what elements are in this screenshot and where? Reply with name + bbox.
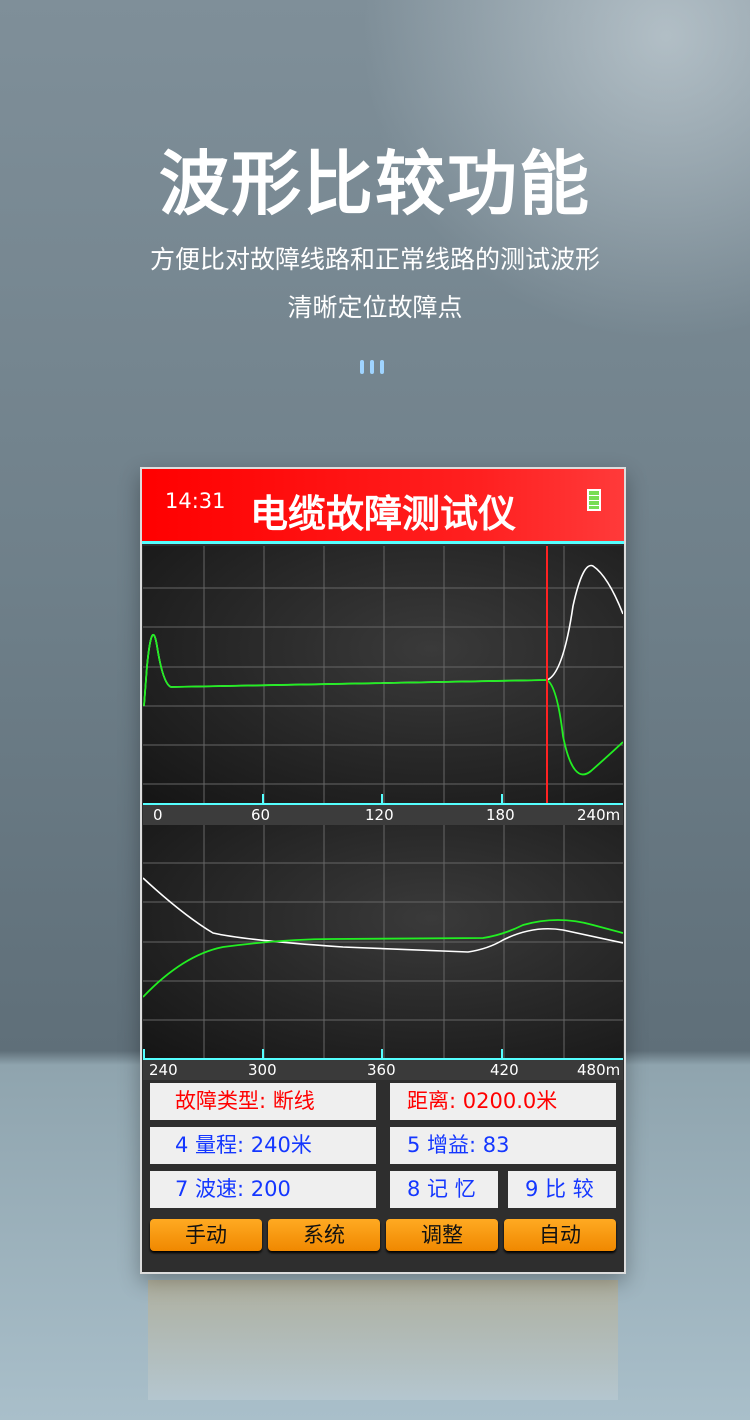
compare-button[interactable]: 9 比 较 <box>508 1171 616 1208</box>
battery-icon <box>587 489 601 511</box>
memory-button[interactable]: 8 记 忆 <box>390 1171 498 1208</box>
axis-top: 0 60 120 180 240m <box>143 803 623 825</box>
clock: 14:31 <box>165 489 226 513</box>
tick-label: 180 <box>486 806 515 824</box>
tick-label: 300 <box>248 1061 277 1079</box>
device-title: 电缆故障测试仪 <box>249 492 516 536</box>
device-reflection <box>148 1280 618 1400</box>
tick-label: 480m <box>577 1061 621 1079</box>
waveform-plot-bottom[interactable] <box>143 825 623 1058</box>
grid <box>143 825 623 1058</box>
background-glow <box>330 0 750 360</box>
manual-button[interactable]: 手动 <box>150 1219 262 1251</box>
tick-label: 0 <box>153 806 163 824</box>
decorative-dots <box>360 360 384 374</box>
tick-label: 60 <box>251 806 271 824</box>
axis-ticks <box>262 794 503 803</box>
header-bar: 14:31 电缆故障测试仪 <box>142 469 624 544</box>
reference-trace <box>143 877 623 953</box>
range-field[interactable]: 4 量程: 240米 <box>150 1127 376 1164</box>
hero-subtitle: 方便比对故障线路和正常线路的测试波形 <box>149 245 600 274</box>
device-screen: 14:31 电缆故障测试仪 0 60 120 180 240m 240 300 … <box>140 467 626 1274</box>
adjust-button[interactable]: 调整 <box>386 1219 498 1251</box>
fault-distance: 距离: 0200.0米 <box>390 1083 616 1120</box>
hero-subtitle-2: 清晰定位故障点 <box>287 293 463 322</box>
axis-bottom: 240 300 360 420 480m <box>143 1058 623 1080</box>
system-button[interactable]: 系统 <box>268 1219 380 1251</box>
compare-trace <box>143 919 623 998</box>
auto-button[interactable]: 自动 <box>504 1219 616 1251</box>
waveform-plot-top[interactable] <box>143 546 623 803</box>
gain-field[interactable]: 5 增益: 83 <box>390 1127 616 1164</box>
tick-label: 420 <box>490 1061 519 1079</box>
fault-type: 故障类型: 断线 <box>150 1083 376 1120</box>
tick-label: 240m <box>577 806 621 824</box>
axis-ticks <box>143 1049 503 1058</box>
tick-label: 240 <box>149 1061 178 1079</box>
grid <box>143 546 623 803</box>
hero-title: 波形比较功能 <box>159 142 591 225</box>
compare-trace <box>143 633 623 776</box>
tick-label: 120 <box>365 806 394 824</box>
tick-label: 360 <box>367 1061 396 1079</box>
wave-speed-field[interactable]: 7 波速: 200 <box>150 1171 376 1208</box>
